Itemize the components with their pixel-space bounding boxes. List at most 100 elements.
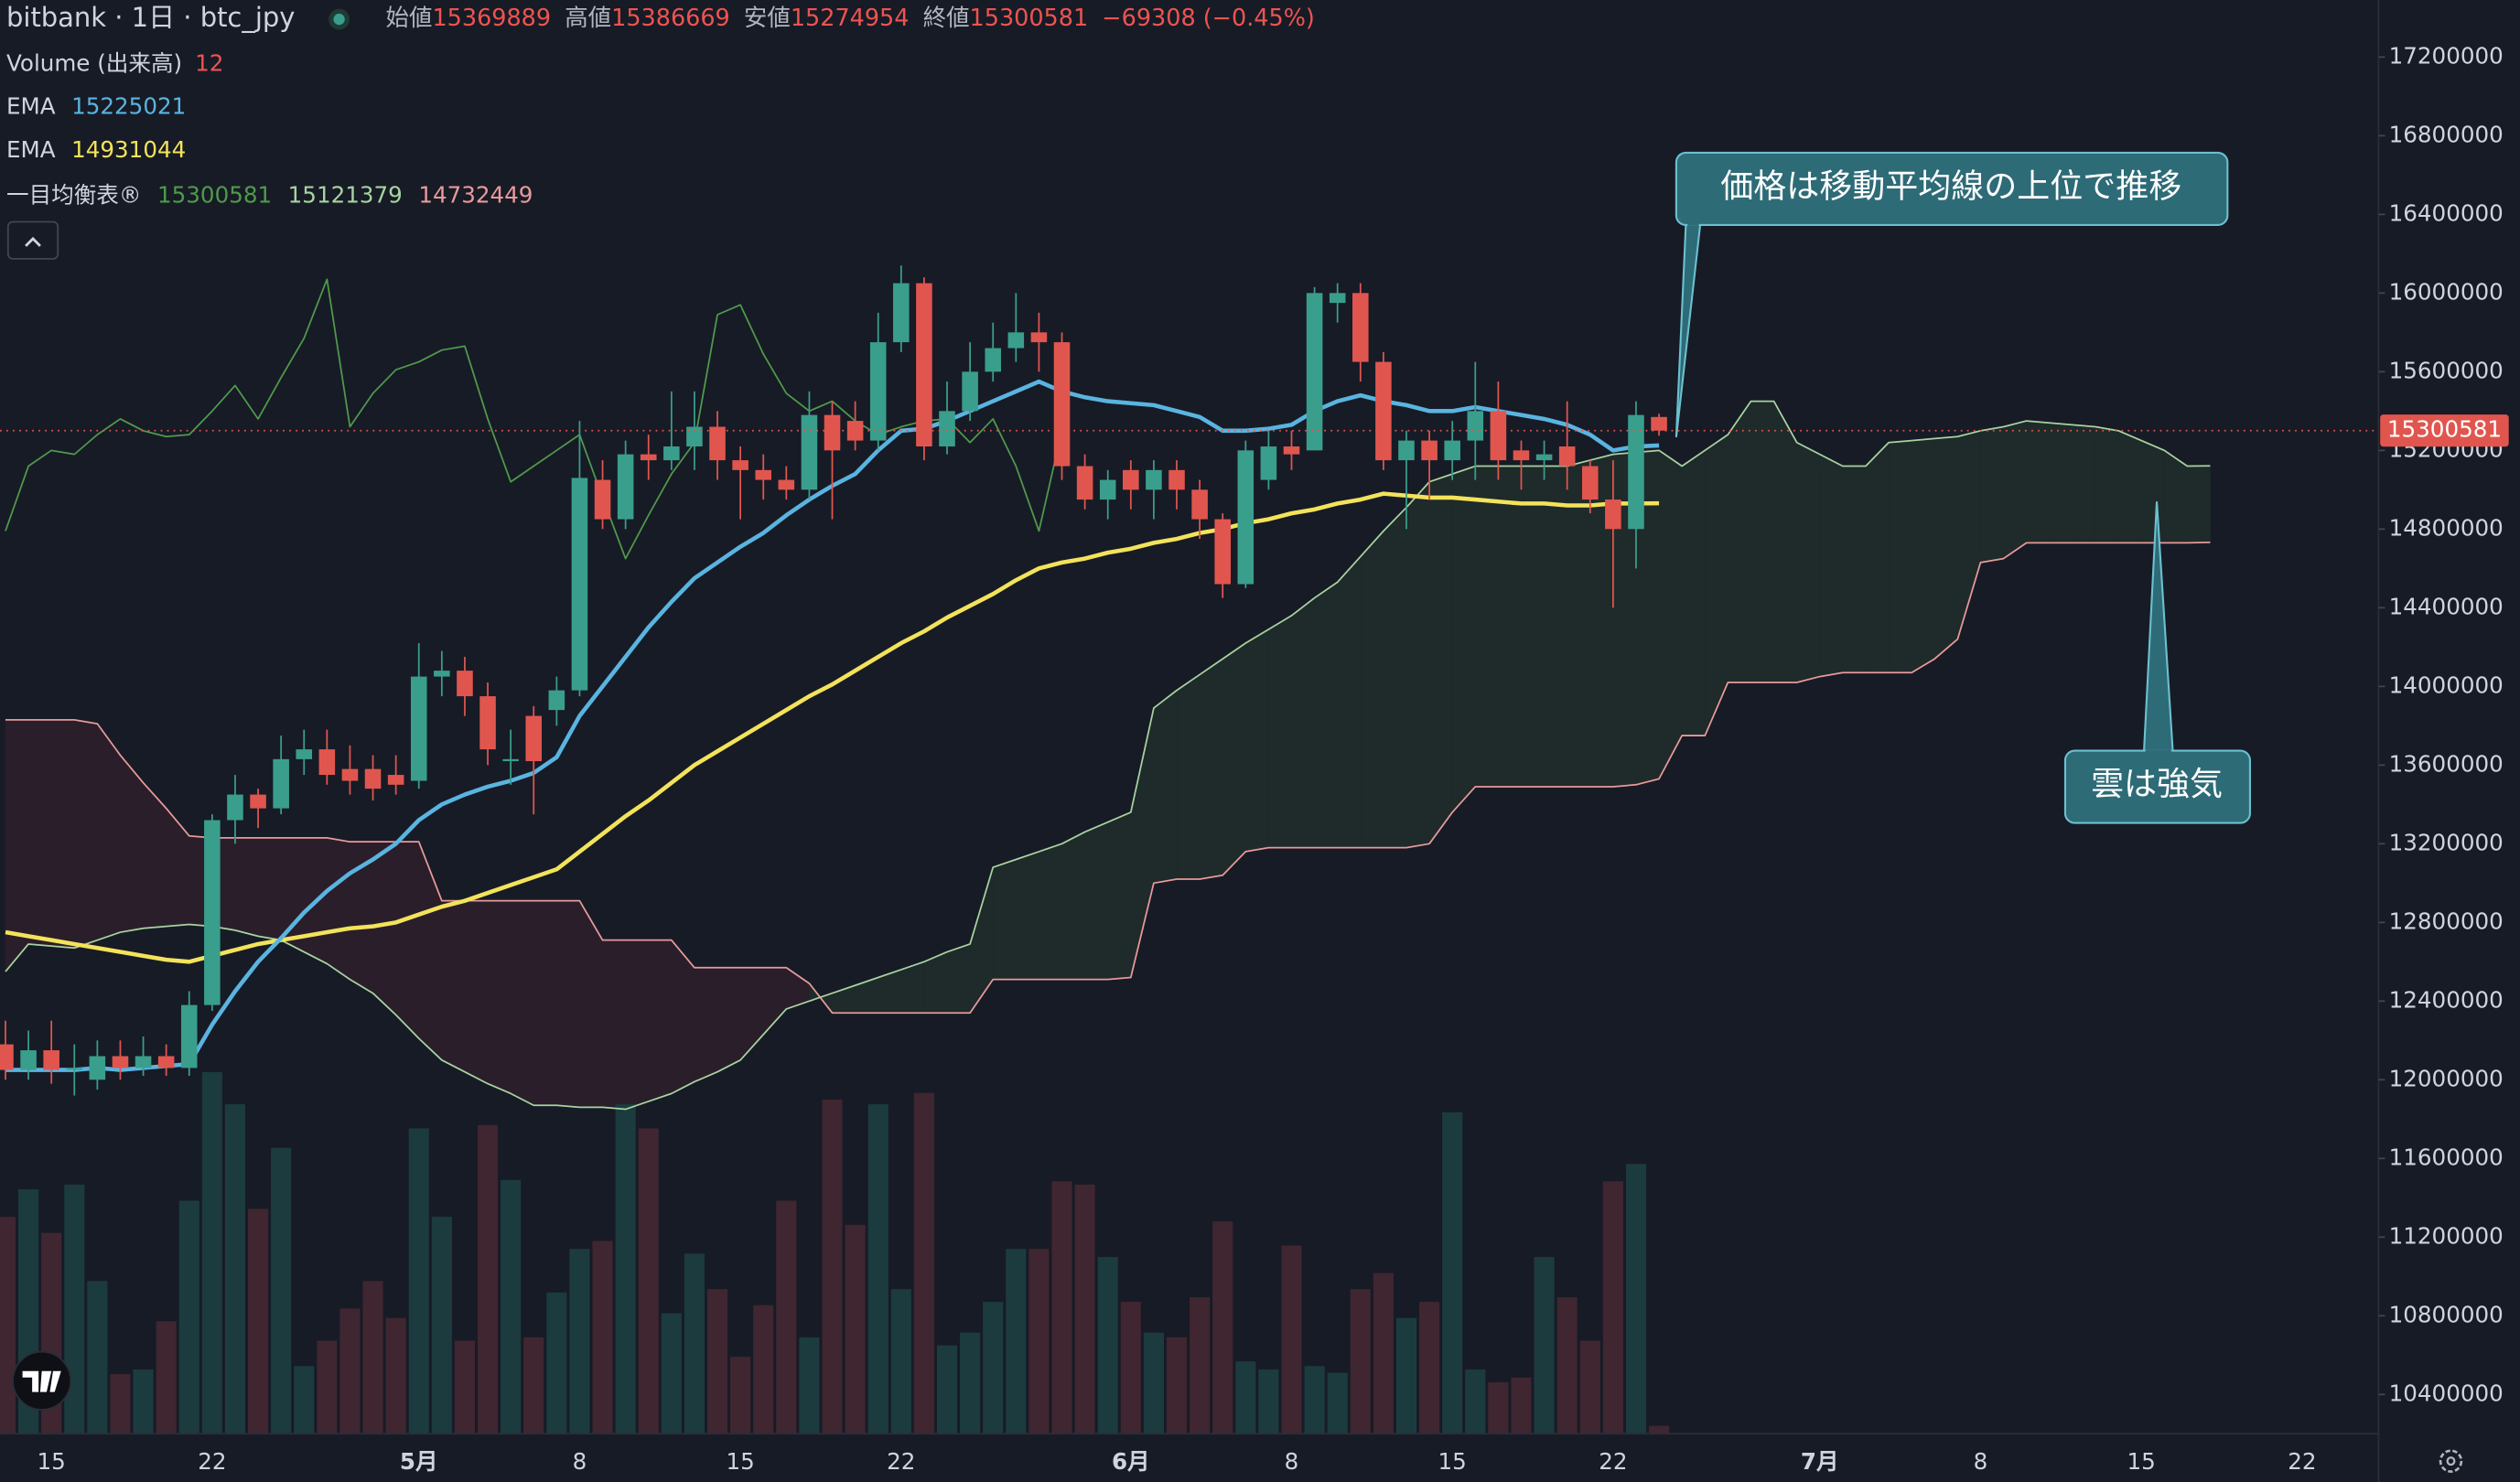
candle-body — [66, 1068, 83, 1070]
cloud-fill — [1290, 596, 1316, 849]
volume-bar — [1304, 1366, 1325, 1434]
volume-bar — [890, 1289, 911, 1434]
y-tick-label: 11600000 — [2389, 1144, 2504, 1170]
cloud-fill — [2003, 420, 2028, 560]
x-tick-label: 6月 — [1112, 1448, 1150, 1475]
candle-body — [869, 342, 887, 441]
candle-body — [341, 768, 359, 781]
ohlc: 始値15369889 高値15386669 安値15274954 終値15300… — [386, 5, 1315, 32]
callout: 価格は移動平均線の上位で推移 — [1675, 151, 2229, 438]
volume-bar — [936, 1345, 958, 1434]
cloud-fill — [441, 900, 466, 1073]
legend-label: 一目均衡表® — [6, 181, 141, 208]
candle-body — [0, 1044, 14, 1070]
candle-body — [1444, 440, 1460, 461]
volume-bar — [1143, 1332, 1164, 1434]
y-tick-label: 14400000 — [2389, 593, 2504, 619]
candle-body — [457, 671, 473, 697]
legend-value: 15121379 — [288, 181, 403, 208]
cloud-fill — [1314, 581, 1339, 849]
x-tick-label: 22 — [2288, 1448, 2316, 1475]
x-tick-label: 15 — [726, 1448, 754, 1475]
volume-bar — [1373, 1273, 1394, 1434]
x-tick-label: 8 — [1285, 1448, 1299, 1475]
ohlc-label: 始値 — [386, 5, 433, 32]
x-tick-label: 22 — [887, 1448, 915, 1475]
volume-bar — [1327, 1372, 1348, 1434]
volume-bar — [1258, 1369, 1279, 1434]
cloud-fill — [2026, 420, 2051, 543]
volume-bar — [1097, 1257, 1118, 1434]
settings-button[interactable] — [2439, 1449, 2463, 1473]
volume-bar — [247, 1208, 269, 1434]
legend-label: EMA — [6, 136, 56, 163]
cloud-fill — [1038, 843, 1063, 981]
legend-value: 14931044 — [71, 136, 186, 163]
candle-body — [157, 1056, 175, 1069]
collapse-button[interactable] — [6, 220, 59, 260]
ohlc-label: 安値 — [744, 5, 791, 32]
cloud-fill — [1153, 689, 1178, 884]
cloud-fill — [257, 837, 282, 941]
cloud-fill — [1474, 466, 1499, 788]
volume-bar — [1534, 1257, 1555, 1434]
y-tick-label: 12000000 — [2389, 1065, 2504, 1091]
volume-bar — [477, 1124, 499, 1434]
legend-label: EMA — [6, 93, 56, 120]
volume-bar — [983, 1302, 1004, 1434]
volume-bar — [431, 1217, 452, 1434]
cloud-fill — [2140, 439, 2165, 543]
volume-bar — [753, 1305, 774, 1434]
candle-body — [20, 1050, 37, 1070]
volume-bar — [385, 1317, 406, 1434]
candle-body — [1123, 469, 1139, 490]
cloud-fill — [326, 837, 350, 981]
chevron-icon[interactable] — [25, 236, 41, 247]
candle-body — [1490, 411, 1507, 461]
volume-bar — [339, 1308, 361, 1434]
volume-bar — [133, 1369, 154, 1434]
gear-icon[interactable] — [2439, 1449, 2463, 1473]
candle-body — [1053, 342, 1071, 467]
volume-bar — [913, 1092, 934, 1434]
volume-bar — [1212, 1221, 1233, 1434]
x-tick-label: 15 — [38, 1448, 66, 1475]
volume-bar — [706, 1289, 728, 1434]
candle-body — [709, 426, 726, 461]
volume-bar — [1465, 1369, 1486, 1434]
cloud-fill — [1360, 530, 1384, 849]
volume-bar — [1235, 1361, 1256, 1434]
volume-bar — [1556, 1296, 1578, 1434]
cloud-fill — [1107, 811, 1132, 981]
candle-body — [824, 414, 841, 451]
candle-body — [1168, 469, 1185, 490]
cloud-fill — [96, 722, 121, 941]
cloud-fill — [1979, 425, 2005, 564]
cloud-fill — [1750, 401, 1775, 683]
volume-bar — [408, 1128, 429, 1434]
volume-bar — [1074, 1184, 1095, 1434]
volume-bar — [638, 1128, 659, 1434]
ohlc-value: 15274954 — [791, 5, 910, 32]
cloud-fill — [1567, 459, 1591, 788]
volume-bar — [1281, 1245, 1302, 1434]
candle-body — [617, 454, 634, 520]
logo[interactable] — [12, 1350, 72, 1411]
volume-bar — [1190, 1296, 1211, 1434]
x-tick-label: 22 — [198, 1448, 226, 1475]
candle-body — [135, 1056, 152, 1069]
cloud-fill — [1658, 449, 1683, 779]
cloud-fill — [50, 719, 75, 949]
gear-hub[interactable] — [2446, 1456, 2456, 1466]
callout-box — [1675, 151, 2229, 227]
volume-bar — [684, 1253, 705, 1434]
cloud-fill — [1681, 449, 1706, 736]
volume-bar — [1649, 1425, 1670, 1434]
volume-bar — [317, 1340, 338, 1434]
volume-bar — [546, 1292, 567, 1434]
legend-ema: EMA 14931044 — [6, 136, 186, 163]
candle-body — [1352, 293, 1369, 362]
x-tick-label: 7月 — [1801, 1448, 1839, 1475]
candle-body — [1237, 450, 1255, 585]
candle-body — [1513, 450, 1530, 461]
